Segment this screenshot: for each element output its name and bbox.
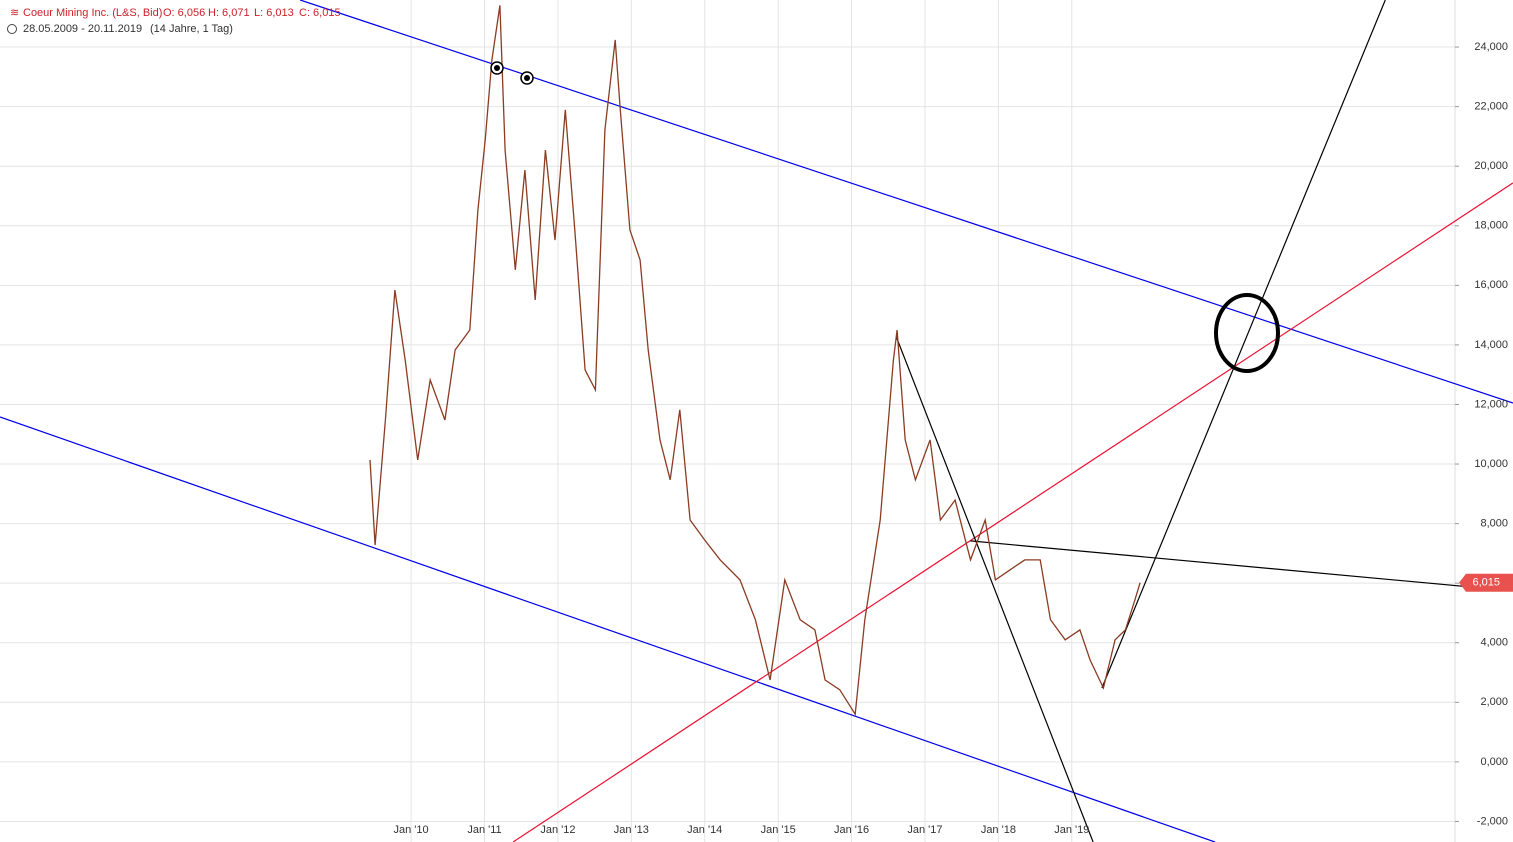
- clock-icon: [7, 24, 17, 34]
- ohlc-low: L: 6,013: [254, 7, 294, 19]
- marker-dot: [494, 65, 500, 71]
- y-tick-label: -2,000: [1477, 815, 1508, 827]
- marker-dot: [524, 75, 530, 81]
- y-tick-label: 0,000: [1480, 756, 1508, 768]
- trend-line: [0, 416, 1216, 842]
- trend-line: [895, 336, 1094, 842]
- y-tick-label: 14,000: [1474, 339, 1508, 351]
- y-tick-label: 8,000: [1480, 518, 1508, 530]
- x-tick-label: Jan '15: [761, 824, 796, 836]
- trend-line: [300, 0, 1513, 404]
- y-tick-label: 12,000: [1474, 398, 1508, 410]
- period: (14 Jahre, 1 Tag): [150, 23, 233, 35]
- y-tick-label: 18,000: [1474, 220, 1508, 232]
- x-tick-label: Jan '18: [981, 824, 1016, 836]
- ohlc-high: H: 6,071: [208, 7, 250, 19]
- ohlc-close: C: 6,015: [299, 7, 341, 19]
- grid: [0, 0, 1455, 842]
- x-tick-label: Jan '16: [834, 824, 869, 836]
- x-tick-label: Jan '10: [394, 824, 429, 836]
- y-tick-label: 4,000: [1480, 637, 1508, 649]
- x-tick-label: Jan '11: [467, 824, 501, 836]
- x-tick-label: Jan '13: [614, 824, 649, 836]
- y-tick-label: 10,000: [1474, 458, 1508, 470]
- x-tick-label: Jan '19: [1054, 824, 1089, 836]
- ohlc-open: O: 6,056: [163, 7, 205, 19]
- price-line: [369, 5, 1141, 717]
- x-tick-label: Jan '14: [687, 824, 722, 836]
- highlight-ellipse: [1214, 293, 1280, 373]
- y-tick-label: 24,000: [1474, 41, 1508, 53]
- trend-line: [970, 540, 1513, 592]
- trend-line: [512, 182, 1513, 842]
- trend-line: [1101, 0, 1386, 689]
- y-tick-label: 16,000: [1474, 279, 1508, 291]
- y-tick-label: 2,000: [1480, 696, 1508, 708]
- y-tick-label: 20,000: [1474, 160, 1508, 172]
- logo-icon: ≋: [10, 7, 19, 19]
- y-tick-label: 22,000: [1474, 101, 1508, 113]
- x-tick-label: Jan '12: [540, 824, 575, 836]
- chart-title: Coeur Mining Inc. (L&S, Bid): [23, 7, 162, 19]
- last-price-label: 6,015: [1472, 577, 1500, 589]
- subtitle: 28.05.2009 - 20.11.2019: [23, 23, 142, 35]
- x-tick-label: Jan '17: [907, 824, 942, 836]
- last-price-tag: [1459, 573, 1513, 592]
